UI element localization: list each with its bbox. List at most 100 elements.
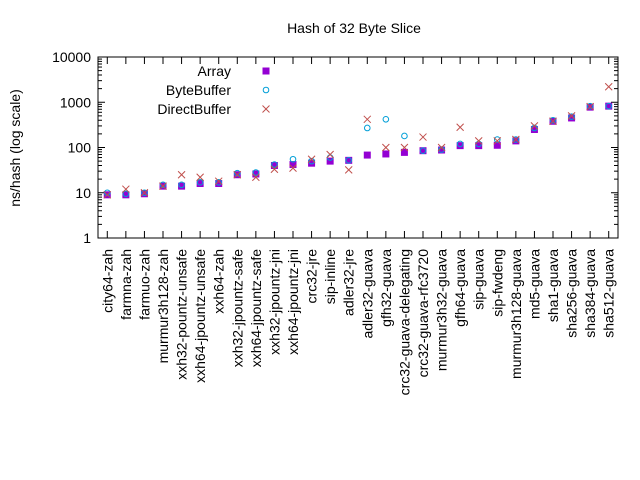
- series-directbuffer: [103, 82, 613, 199]
- data-point: [512, 135, 520, 144]
- y-tick-label: 100: [68, 140, 92, 156]
- data-point: [140, 188, 149, 197]
- series-bytebuffer: [103, 102, 613, 198]
- data-point: [271, 161, 278, 168]
- data-point: [103, 189, 111, 197]
- y-tick-label: 10000: [52, 49, 91, 65]
- data-point: [512, 136, 520, 143]
- data-point: [605, 102, 613, 110]
- x-tick-label: xxh64-jpountz-unsafe: [192, 249, 208, 383]
- data-point: [400, 148, 408, 156]
- x-tick-label: xxh32-pountz-unsafe: [174, 249, 190, 380]
- data-point: [493, 136, 501, 143]
- data-point: [289, 164, 297, 172]
- x-tick-label: murmur3h32-guava: [434, 249, 450, 371]
- data-point: [215, 180, 223, 188]
- series-layer: [103, 82, 613, 199]
- data-point: [233, 169, 241, 177]
- legend: Array ByteBuffer DirectBuffer: [157, 63, 270, 117]
- data-point: [122, 191, 130, 199]
- data-point: [382, 150, 390, 158]
- data-point: [345, 156, 353, 164]
- data-point: [252, 169, 260, 176]
- x-tick-label: xxh32-jpountz-jni: [266, 249, 282, 355]
- legend-marker: [262, 67, 270, 75]
- data-point: [382, 115, 390, 123]
- data-point: [252, 173, 260, 182]
- x-tick-label: city64-zah: [99, 249, 115, 313]
- data-point: [326, 157, 334, 165]
- data-point: [530, 122, 539, 130]
- data-point: [103, 190, 112, 199]
- x-tick-label: crc32-guava-rfc3720: [415, 249, 431, 378]
- x-tick-label: murmur3h128-zah: [155, 249, 171, 363]
- x-tick-label: crc32-jre: [304, 249, 320, 304]
- data-point: [531, 124, 538, 132]
- data-point: [122, 185, 130, 194]
- data-point: [308, 157, 315, 165]
- x-tick-label: sha512-guava: [601, 249, 617, 338]
- data-point: [512, 137, 520, 145]
- data-point: [196, 173, 204, 182]
- data-point: [456, 140, 464, 148]
- data-point: [363, 115, 372, 124]
- legend-label: DirectBuffer: [157, 101, 231, 117]
- data-point: [493, 137, 502, 145]
- x-tick-label: sha256-guava: [564, 249, 580, 338]
- data-point: [141, 189, 148, 197]
- x-tick-label: crc32-guava-delegating: [396, 249, 412, 395]
- data-point: [438, 146, 446, 154]
- data-point: [215, 179, 223, 186]
- x-tick-label: xxh64-jpountz-safe: [248, 249, 264, 368]
- data-point: [252, 170, 260, 178]
- data-point: [289, 155, 297, 163]
- data-point: [475, 142, 483, 150]
- data-point: [307, 155, 316, 164]
- data-point: [140, 190, 148, 198]
- data-point: [159, 181, 167, 189]
- x-tick-label: murmur3h128-guava: [508, 249, 524, 379]
- data-point: [363, 124, 371, 132]
- x-tick-label: sip-inline: [322, 249, 338, 304]
- x-tick-label: sip-fwdeng: [489, 249, 505, 317]
- x-tick-label: xxh64-zah: [211, 249, 227, 314]
- data-point: [122, 190, 130, 198]
- data-point: [530, 125, 538, 133]
- data-point: [270, 162, 278, 170]
- data-point: [586, 102, 594, 110]
- legend-label: Array: [198, 63, 231, 79]
- x-tick-label: sip-guava: [471, 249, 487, 310]
- data-point: [474, 137, 483, 145]
- data-point: [308, 159, 316, 167]
- data-point: [419, 147, 427, 155]
- data-point: [270, 165, 279, 174]
- data-point: [456, 142, 464, 150]
- x-tick-label: gfh32-guava: [378, 249, 394, 327]
- data-point: [549, 117, 557, 126]
- x-axis: city64-zah farmna-zah farmuo-zah murmur3h12…: [99, 57, 617, 395]
- data-point: [568, 114, 576, 122]
- data-point: [401, 132, 408, 140]
- data-point: [437, 143, 446, 152]
- data-point: [326, 150, 334, 159]
- data-point: [438, 146, 445, 153]
- data-point: [345, 157, 353, 164]
- y-tick-label: 10: [75, 185, 91, 201]
- data-point: [178, 182, 186, 190]
- series-array: [103, 102, 613, 199]
- y-axis-label: ns/hash (log scale): [7, 89, 23, 207]
- y-axis: 1 10 100 1000 10000: [52, 49, 618, 246]
- data-point: [196, 180, 204, 188]
- data-point: [214, 177, 223, 186]
- data-point: [178, 181, 185, 189]
- data-point: [456, 123, 464, 132]
- x-tick-label: adler32-guava: [359, 249, 375, 339]
- data-point: [586, 102, 594, 111]
- x-tick-label: farmna-zah: [118, 249, 134, 320]
- data-point: [289, 161, 297, 169]
- data-point: [177, 170, 186, 179]
- legend-label: ByteBuffer: [166, 82, 231, 98]
- data-point: [233, 170, 242, 179]
- x-tick-label: farmuo-zah: [136, 249, 152, 320]
